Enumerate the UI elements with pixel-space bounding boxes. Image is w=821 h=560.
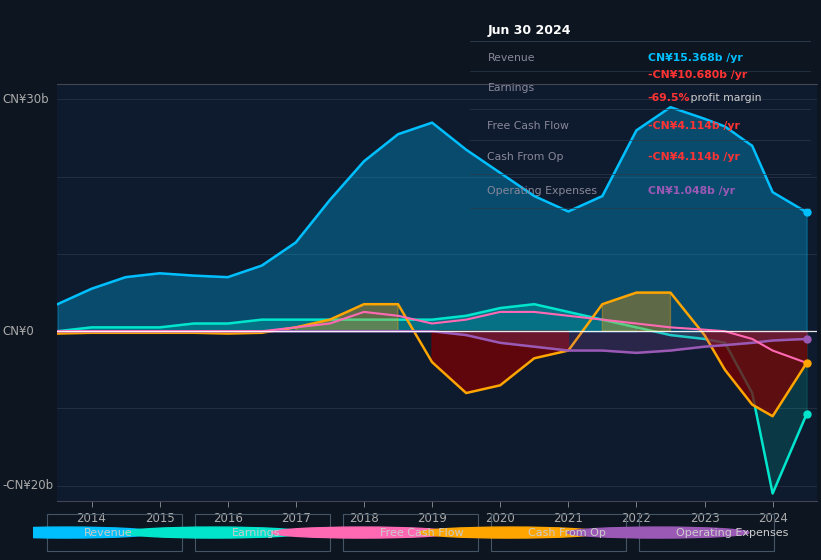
Text: Jun 30 2024: Jun 30 2024 bbox=[488, 24, 571, 37]
Text: Free Cash Flow: Free Cash Flow bbox=[488, 120, 569, 130]
Text: -CN¥10.680b /yr: -CN¥10.680b /yr bbox=[648, 70, 747, 80]
Text: -CN¥4.114b /yr: -CN¥4.114b /yr bbox=[648, 120, 740, 130]
Text: Earnings: Earnings bbox=[232, 528, 280, 538]
Circle shape bbox=[420, 527, 601, 538]
Text: -CN¥4.114b /yr: -CN¥4.114b /yr bbox=[648, 152, 740, 162]
Text: -CN¥20b: -CN¥20b bbox=[2, 479, 53, 492]
Circle shape bbox=[567, 527, 749, 538]
Text: Cash From Op: Cash From Op bbox=[488, 152, 564, 162]
Text: CN¥15.368b /yr: CN¥15.368b /yr bbox=[648, 53, 742, 63]
Circle shape bbox=[0, 527, 157, 538]
Text: CN¥30b: CN¥30b bbox=[2, 93, 49, 106]
Text: Operating Expenses: Operating Expenses bbox=[488, 186, 598, 196]
Text: Revenue: Revenue bbox=[84, 528, 132, 538]
Text: Earnings: Earnings bbox=[488, 83, 534, 93]
Circle shape bbox=[123, 527, 305, 538]
Text: Revenue: Revenue bbox=[488, 53, 535, 63]
Text: CN¥1.048b /yr: CN¥1.048b /yr bbox=[648, 186, 735, 196]
Text: Operating Expenses: Operating Expenses bbox=[676, 528, 788, 538]
Circle shape bbox=[272, 527, 453, 538]
Text: profit margin: profit margin bbox=[687, 94, 761, 104]
Text: Free Cash Flow: Free Cash Flow bbox=[379, 528, 463, 538]
Text: -69.5%: -69.5% bbox=[648, 94, 690, 104]
Text: CN¥0: CN¥0 bbox=[2, 325, 34, 338]
Text: Cash From Op: Cash From Op bbox=[528, 528, 605, 538]
